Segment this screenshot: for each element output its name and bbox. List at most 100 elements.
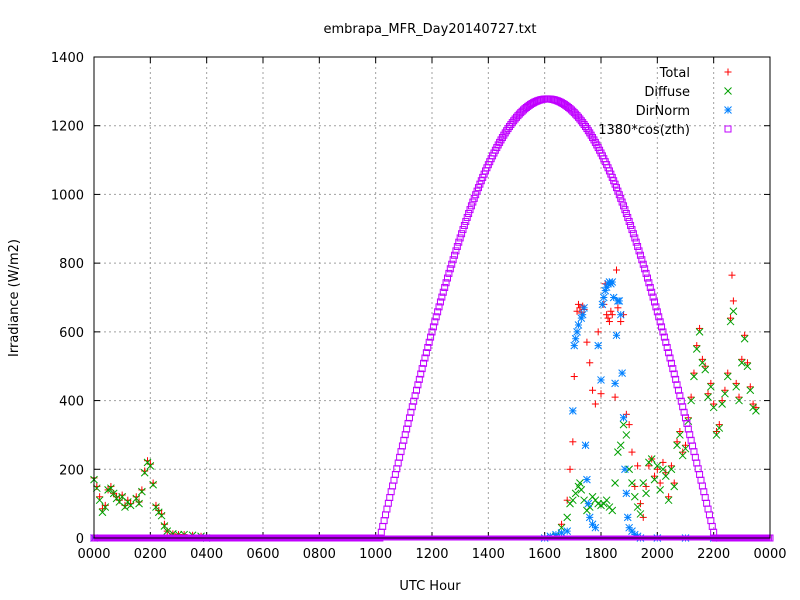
data-point <box>664 496 673 505</box>
data-point <box>619 420 628 429</box>
data-point <box>566 465 574 473</box>
data-point <box>569 438 577 446</box>
data-point <box>693 342 701 350</box>
data-point <box>655 313 663 321</box>
data-point <box>696 324 704 332</box>
cross-stroke <box>678 451 687 460</box>
cross-stroke <box>704 393 712 401</box>
data-point <box>661 472 670 481</box>
data-point <box>645 462 653 470</box>
data-point <box>463 213 471 221</box>
data-point <box>379 522 387 530</box>
cross-stroke <box>656 486 665 494</box>
cross-stroke <box>701 365 710 374</box>
star-stroke <box>618 369 626 377</box>
data-point <box>721 389 729 398</box>
x-tick-label: 0000 <box>753 547 786 562</box>
data-point <box>676 431 684 439</box>
star-stroke <box>612 331 621 340</box>
data-point <box>652 303 660 311</box>
cross-stroke <box>698 358 707 367</box>
data-point <box>451 251 459 259</box>
data-point <box>432 313 440 321</box>
data-point <box>643 274 651 282</box>
data-point <box>672 375 680 383</box>
data-point <box>627 221 635 229</box>
data-point <box>410 397 418 405</box>
data-point <box>615 191 623 199</box>
y-tick-label: 600 <box>59 326 84 341</box>
cross-stroke <box>160 522 169 530</box>
data-point <box>633 503 642 511</box>
cross-stroke <box>101 503 110 511</box>
plot-frame <box>93 56 771 539</box>
data-point <box>615 297 624 305</box>
data-point <box>417 370 425 378</box>
cross-stroke <box>670 482 679 491</box>
data-point <box>591 400 599 408</box>
data-point <box>624 213 632 221</box>
data-point <box>628 448 636 456</box>
data-point <box>568 496 577 505</box>
data-point <box>598 300 607 309</box>
star-stroke <box>608 278 617 286</box>
data-point <box>614 187 622 195</box>
data-point <box>439 288 447 296</box>
star-stroke <box>557 528 566 537</box>
data-point <box>429 323 437 331</box>
data-point <box>706 382 715 391</box>
data-point <box>446 265 454 273</box>
y-tick-label: 400 <box>59 395 84 410</box>
data-point <box>571 489 580 498</box>
cross-stroke <box>687 396 695 405</box>
data-point <box>692 345 701 353</box>
cross-stroke <box>126 501 135 510</box>
data-point <box>690 372 698 381</box>
data-point <box>420 359 428 367</box>
cross-stroke <box>576 479 584 487</box>
data-point <box>686 431 694 439</box>
data-point <box>95 496 104 505</box>
legend-label: 1380*cos(zth) <box>598 123 690 138</box>
data-point <box>617 194 625 202</box>
data-point <box>149 480 158 489</box>
data-point <box>724 369 732 377</box>
cross-stroke <box>709 403 718 412</box>
data-point <box>729 297 737 305</box>
data-point <box>698 355 706 363</box>
x-tick-label: 0600 <box>246 547 279 562</box>
data-point <box>448 260 456 268</box>
data-point <box>653 461 662 470</box>
data-point <box>663 343 671 351</box>
y-tick-label: 1000 <box>51 188 84 203</box>
cross-stroke <box>107 484 115 493</box>
data-point <box>673 441 681 450</box>
data-point <box>604 314 612 322</box>
data-point <box>743 362 752 371</box>
data-point <box>384 499 392 507</box>
data-point <box>690 448 698 456</box>
data-point <box>659 465 667 474</box>
data-point <box>670 479 678 487</box>
star-stroke <box>591 523 600 532</box>
data-point <box>473 187 481 195</box>
star-stroke <box>574 321 583 329</box>
data-point <box>557 528 566 537</box>
data-point <box>658 323 666 331</box>
data-point <box>743 359 751 367</box>
data-point <box>434 308 442 316</box>
data-point <box>586 359 594 367</box>
data-point <box>403 425 411 433</box>
star-stroke <box>581 441 590 450</box>
data-point <box>618 369 626 377</box>
data-point <box>721 386 729 394</box>
data-point <box>634 242 642 250</box>
star-stroke <box>622 489 631 498</box>
data-point <box>109 489 118 498</box>
x-tick-label: 2200 <box>697 547 730 562</box>
data-point <box>628 479 636 487</box>
data-point <box>707 379 715 387</box>
star-stroke <box>609 293 618 302</box>
data-point <box>625 217 633 225</box>
data-point <box>704 505 712 513</box>
